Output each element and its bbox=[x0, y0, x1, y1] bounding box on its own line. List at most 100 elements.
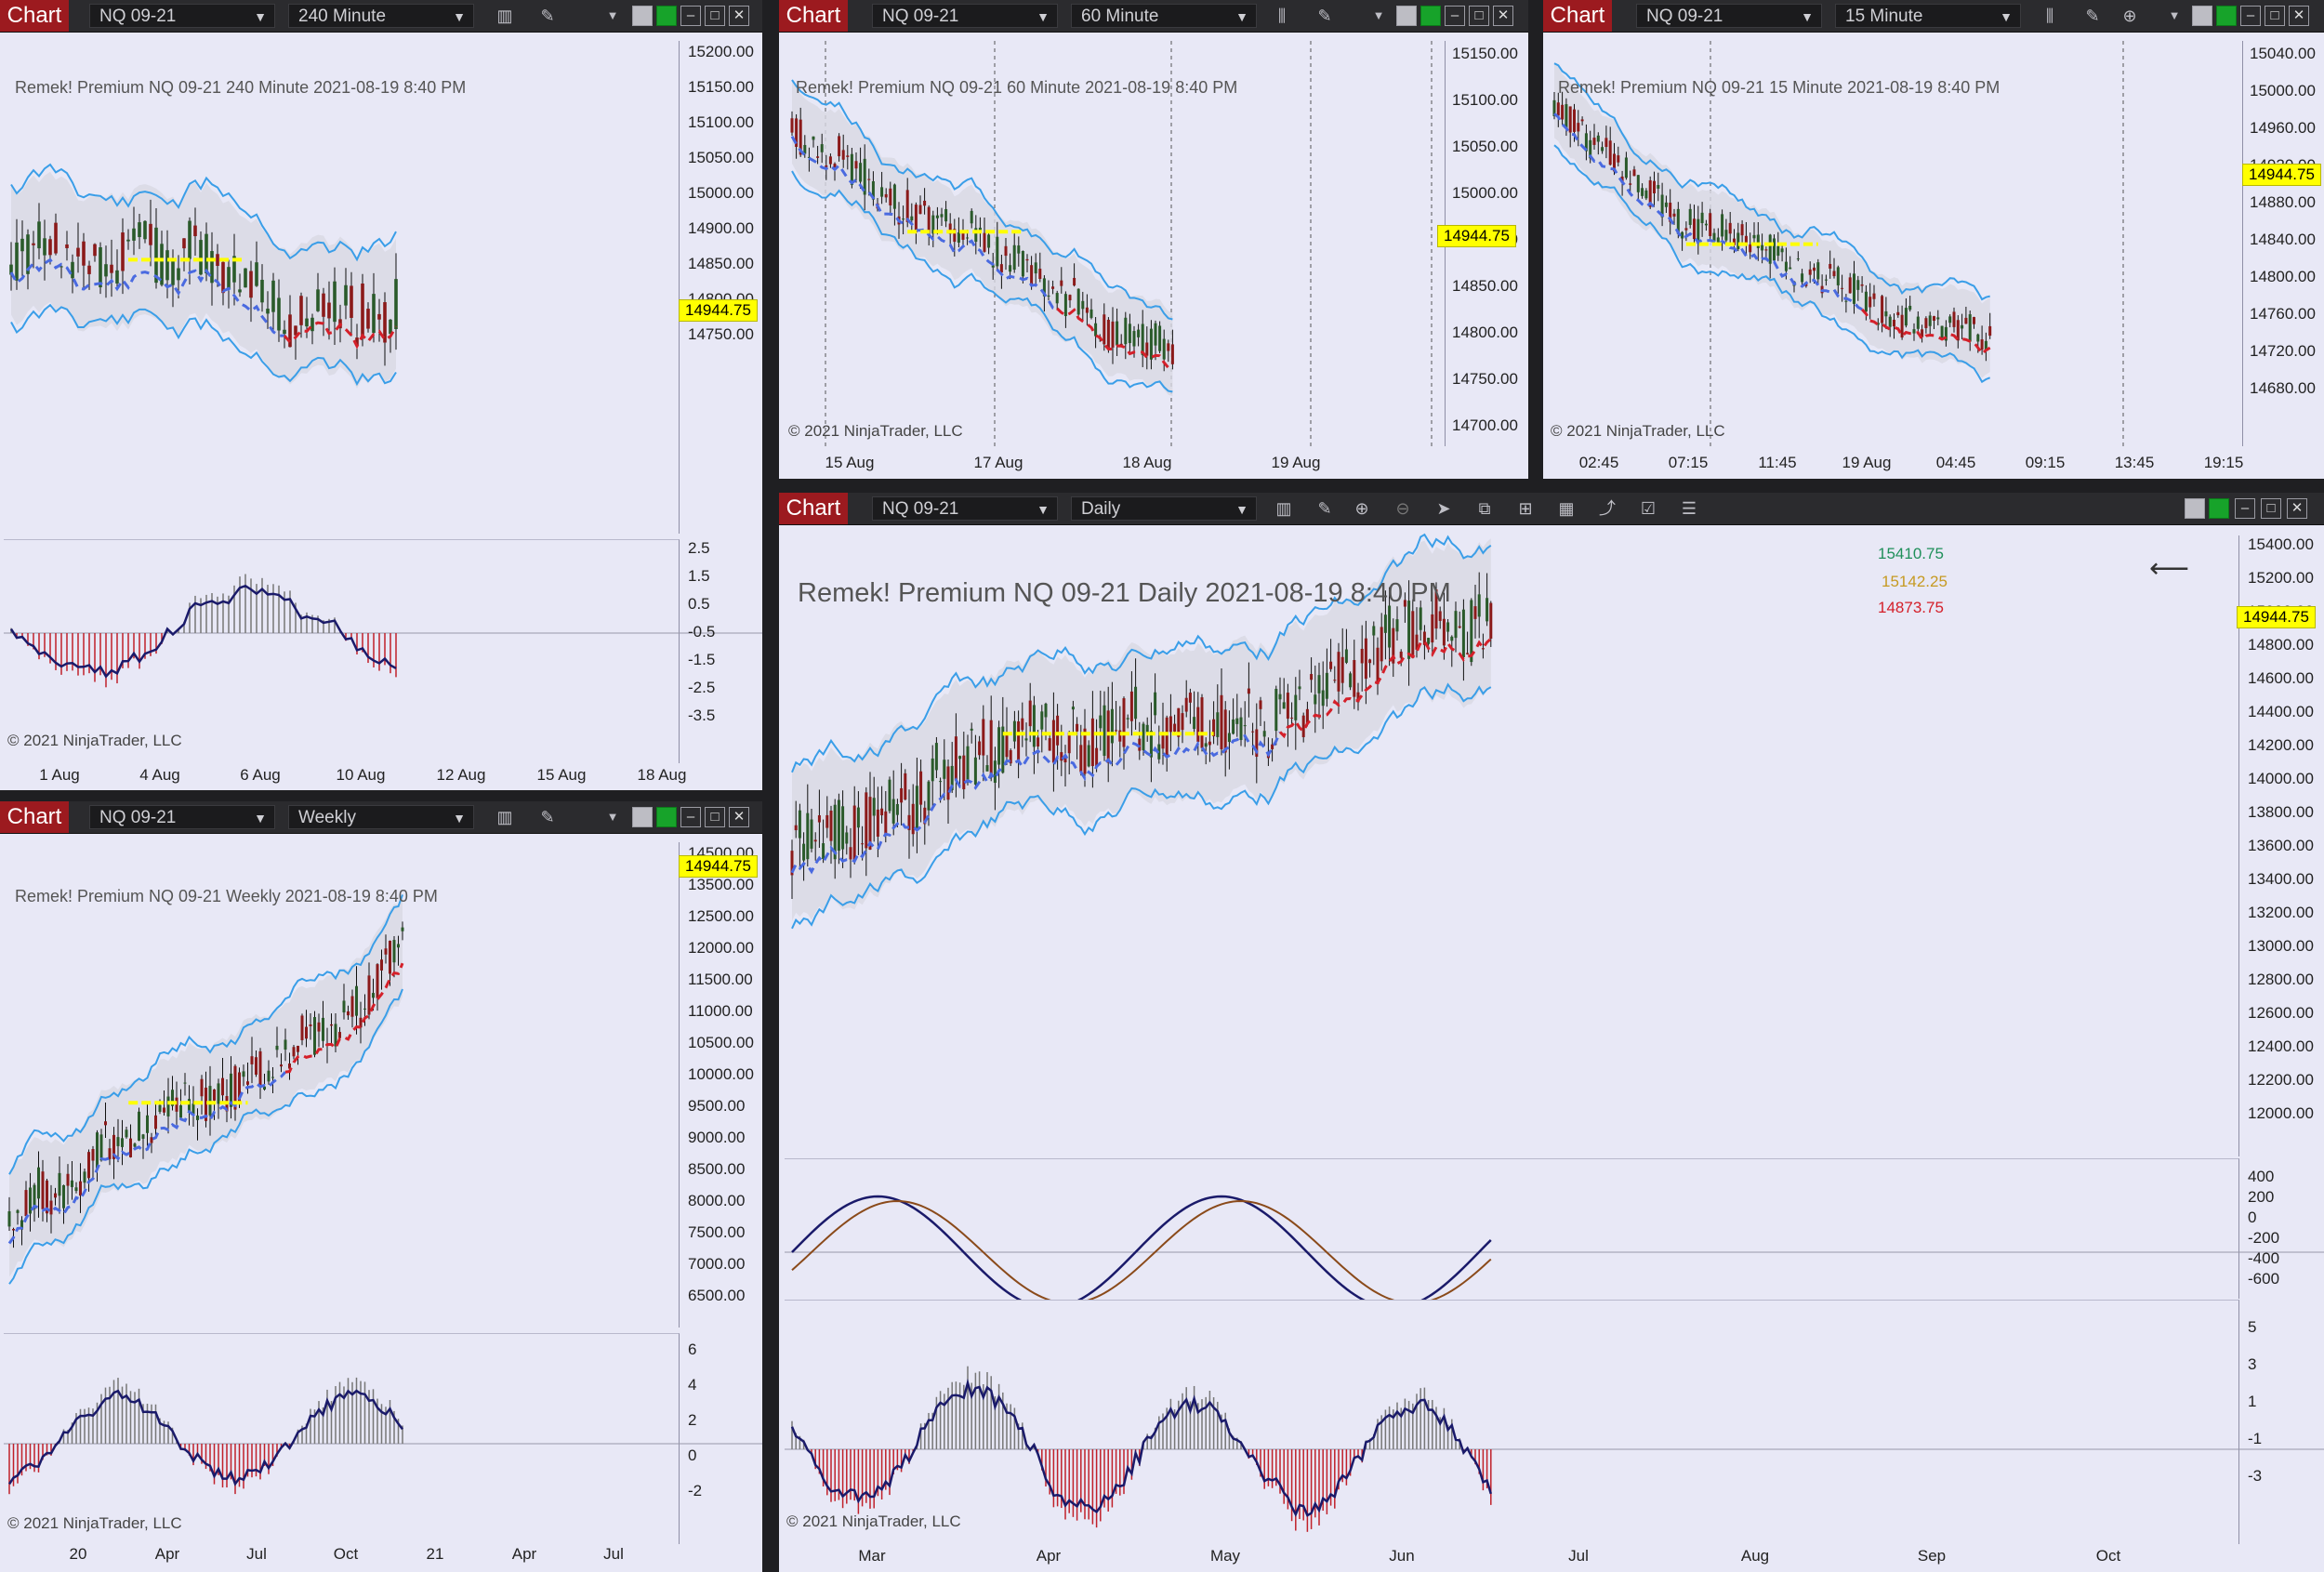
candle-body bbox=[1466, 653, 1470, 654]
window-icon-gray[interactable] bbox=[632, 807, 653, 827]
interval-select[interactable]: 15 Minute ▼ bbox=[1835, 4, 2021, 28]
candle-body bbox=[317, 1022, 321, 1032]
interval-select[interactable]: 60 Minute ▼ bbox=[1071, 4, 1257, 28]
candle-body bbox=[1004, 245, 1008, 257]
candle-body bbox=[1232, 719, 1235, 734]
minimize-icon[interactable]: – bbox=[2240, 6, 2261, 26]
maximize-icon[interactable]: □ bbox=[1469, 6, 1489, 26]
date-axis[interactable]: Mar Apr May Jun Jul Aug Sep Oct bbox=[785, 1547, 2238, 1569]
chart-tab[interactable]: Chart bbox=[779, 0, 848, 32]
close-icon[interactable]: ✕ bbox=[729, 807, 749, 827]
draw-tool-icon[interactable]: ✎ bbox=[1317, 499, 1332, 518]
price-panel[interactable]: Remek! Premium NQ 09-21 240 Minute 2021-… bbox=[4, 41, 680, 534]
candle-body bbox=[1137, 329, 1141, 337]
close-icon[interactable]: ✕ bbox=[2289, 6, 2309, 26]
maximize-icon[interactable]: □ bbox=[2265, 6, 2285, 26]
chart-tab[interactable]: Chart bbox=[779, 493, 848, 524]
window-icon-green[interactable] bbox=[656, 6, 677, 26]
close-icon[interactable]: ✕ bbox=[729, 6, 749, 26]
minimize-icon[interactable]: – bbox=[680, 6, 701, 26]
price-panel[interactable]: Remek! Premium NQ 09-21 60 Minute 2021-0… bbox=[785, 41, 1446, 446]
bar-style-icon[interactable]: ▥ bbox=[496, 7, 513, 25]
indicators-icon[interactable]: ▦ bbox=[1558, 499, 1575, 518]
minimize-icon[interactable]: – bbox=[1445, 6, 1465, 26]
candle-body bbox=[1816, 262, 1820, 280]
instrument-select[interactable]: NQ 09-21 ▼ bbox=[89, 4, 275, 28]
window-icon-green[interactable] bbox=[2216, 6, 2237, 26]
maximize-icon[interactable]: □ bbox=[2261, 498, 2281, 519]
candle-body bbox=[1138, 738, 1142, 751]
menu-arrow-icon[interactable]: ▼ bbox=[606, 8, 619, 22]
chart-tab[interactable]: Chart bbox=[0, 801, 69, 833]
menu-arrow-icon[interactable]: ▼ bbox=[2168, 8, 2181, 22]
draw-tool-icon[interactable]: ✎ bbox=[2085, 7, 2100, 25]
date-axis[interactable]: 15 Aug 17 Aug 18 Aug 19 Aug bbox=[785, 454, 1445, 476]
properties-icon[interactable]: ⊞ bbox=[1518, 499, 1533, 518]
candle-body bbox=[958, 756, 962, 760]
price-axis[interactable]: 15150.0015100.0015050.0015000.0014900.00… bbox=[1452, 41, 1528, 446]
close-icon[interactable]: ✕ bbox=[1493, 6, 1513, 26]
instrument-select[interactable]: NQ 09-21 ▼ bbox=[872, 496, 1058, 521]
strategies-icon[interactable]: ⤴ bbox=[1599, 499, 1616, 518]
list-icon[interactable]: ☰ bbox=[1681, 499, 1697, 518]
draw-tool-icon[interactable]: ✎ bbox=[1317, 7, 1332, 25]
date-axis[interactable]: 20 Apr Jul Oct 21 Apr Jul bbox=[4, 1545, 679, 1567]
indicator-panel[interactable]: © 2021 NinjaTrader, LLC bbox=[4, 1333, 762, 1544]
indicator-axis[interactable]: 5 3 1 -1 -3 bbox=[2248, 1300, 2324, 1543]
zoom-out-icon[interactable]: ⊖ bbox=[1395, 499, 1410, 518]
window-icon-green[interactable] bbox=[656, 807, 677, 827]
candle-body bbox=[872, 798, 876, 816]
menu-arrow-icon[interactable]: ▼ bbox=[1372, 8, 1385, 22]
price-panel[interactable]: Remek! Premium NQ 09-21 15 Minute 2021-0… bbox=[1547, 41, 2243, 446]
indicator-axis[interactable]: 6 4 2 0 -2 bbox=[688, 1333, 762, 1543]
candle-body bbox=[87, 265, 91, 274]
instrument-select[interactable]: NQ 09-21 ▼ bbox=[1636, 4, 1822, 28]
minimize-icon[interactable]: – bbox=[2235, 498, 2255, 519]
indicator-axis[interactable]: 2.5 1.5 0.5 -0.5 -1.5 -2.5 -3.5 bbox=[688, 539, 762, 762]
zoom-in-icon[interactable]: ⊕ bbox=[1354, 499, 1369, 518]
pointer-icon[interactable]: ➤ bbox=[1436, 499, 1451, 518]
window-icon-gray[interactable] bbox=[2185, 498, 2205, 519]
maximize-icon[interactable]: □ bbox=[705, 6, 725, 26]
indicator-panel[interactable]: © 2021 NinjaTrader, LLC bbox=[4, 539, 762, 763]
menu-arrow-icon[interactable]: ▼ bbox=[606, 810, 619, 824]
price-axis[interactable]: 15400.0015200.0015000.0014800.0014600.00… bbox=[2248, 535, 2324, 1156]
zoom-icon[interactable]: ⊕ bbox=[2122, 7, 2137, 25]
minimize-icon[interactable]: – bbox=[680, 807, 701, 827]
back-arrow-icon[interactable]: ⟵ bbox=[2149, 553, 2190, 584]
date-axis[interactable]: 02:45 07:15 11:45 19 Aug 04:45 09:15 13:45 19:1… bbox=[1547, 454, 2244, 476]
draw-tool-icon[interactable]: ✎ bbox=[540, 808, 555, 826]
candle-body bbox=[199, 240, 203, 275]
bar-style-icon[interactable]: ⫼ bbox=[1277, 7, 1287, 25]
price-axis[interactable]: 15040.0015000.0014960.0014920.0014880.00… bbox=[2250, 41, 2324, 446]
data-box-icon[interactable]: ⧉ bbox=[1478, 499, 1491, 518]
interval-select[interactable]: Daily ▼ bbox=[1071, 496, 1257, 521]
maximize-icon[interactable]: □ bbox=[705, 807, 725, 827]
indicator-axis[interactable]: 400 200 0 -200 -400 -600 bbox=[2248, 1158, 2324, 1298]
window-icon-gray[interactable] bbox=[2192, 6, 2212, 26]
candle-body bbox=[1893, 319, 1895, 327]
bar-style-icon[interactable]: ▥ bbox=[1275, 499, 1292, 518]
chart-tab[interactable]: Chart bbox=[0, 0, 69, 32]
bar-style-icon[interactable]: ⫼ bbox=[2045, 7, 2054, 25]
price-panel[interactable]: Remek! Premium NQ 09-21 Daily 2021-08-19… bbox=[785, 533, 2239, 1156]
indicator-panel-1[interactable] bbox=[785, 1158, 2324, 1310]
window-icon-green[interactable] bbox=[1420, 6, 1441, 26]
price-panel[interactable]: Remek! Premium NQ 09-21 Weekly 2021-08-1… bbox=[4, 842, 680, 1328]
close-icon[interactable]: ✕ bbox=[2287, 498, 2307, 519]
templates-icon[interactable]: ☑ bbox=[1640, 499, 1657, 518]
window-icon-gray[interactable] bbox=[632, 6, 653, 26]
interval-select[interactable]: 240 Minute ▼ bbox=[288, 4, 474, 28]
chart-tab[interactable]: Chart bbox=[1543, 0, 1612, 32]
date-axis[interactable]: 1 Aug 4 Aug 6 Aug 10 Aug 12 Aug 15 Aug 18 Aug bbox=[4, 766, 686, 788]
draw-tool-icon[interactable]: ✎ bbox=[540, 7, 555, 25]
window-icon-gray[interactable] bbox=[1396, 6, 1417, 26]
price-axis[interactable]: 14500.00 13500.00 12500.00 12000.00 11500.00… bbox=[688, 842, 762, 1328]
window-icon-green[interactable] bbox=[2209, 498, 2229, 519]
interval-select[interactable]: Weekly ▼ bbox=[288, 805, 474, 829]
instrument-select[interactable]: NQ 09-21 ▼ bbox=[89, 805, 275, 829]
price-axis[interactable]: 15200.00 15150.00 15100.00 15050.00 15000.00… bbox=[688, 41, 762, 534]
bar-style-icon[interactable]: ▥ bbox=[496, 808, 513, 826]
indicator-panel-2[interactable]: © 2021 NinjaTrader, LLC bbox=[785, 1300, 2324, 1544]
instrument-select[interactable]: NQ 09-21 ▼ bbox=[872, 4, 1058, 28]
